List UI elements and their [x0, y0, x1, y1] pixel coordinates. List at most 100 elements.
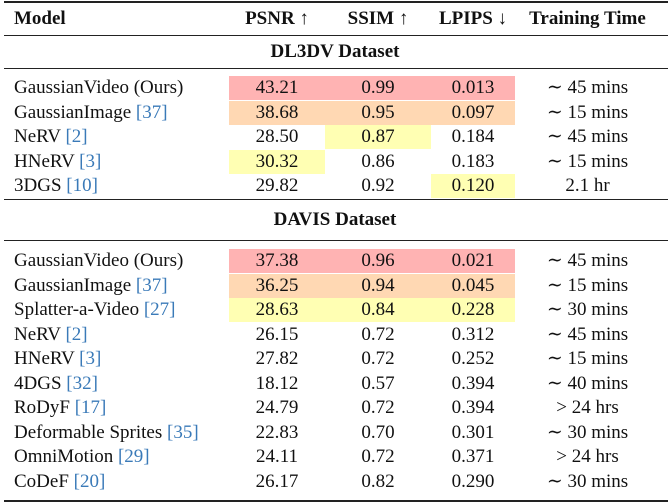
model-name: NeRV [2]: [14, 323, 229, 347]
model-label: Splatter-a-Video: [14, 299, 144, 320]
lpips-value: 0.394: [451, 372, 495, 394]
section-title-davis: DAVIS Dataset: [273, 209, 397, 230]
psnr-value: 27.82: [255, 348, 299, 369]
model-name: HNeRV [3]: [14, 347, 229, 371]
model-label: HNeRV: [14, 150, 80, 172]
lpips-value: 0.252: [451, 348, 495, 369]
ssim-value: 0.87: [325, 125, 431, 149]
table-row: RoDyF [17] 24.79 0.72 0.394 > 24 hrs: [0, 396, 670, 420]
ssim-value: 0.84: [325, 298, 431, 322]
table-row: 4DGS [32] 18.12 0.57 0.394 ∼ 40 mins: [0, 372, 670, 396]
psnr-value: 36.25: [229, 273, 325, 298]
model-label: CoDeF: [14, 470, 74, 492]
time-value: ∼ 15 mins: [546, 274, 629, 296]
lpips-value: 0.290: [451, 470, 495, 492]
header-lpips: LPIPS ↓: [438, 8, 508, 29]
table-row: NeRV [2] 26.15 0.72 0.312 ∼ 45 mins: [0, 323, 670, 347]
citation-link[interactable]: [29]: [117, 446, 150, 467]
model-name: Splatter-a-Video [27]: [14, 298, 229, 322]
citation-link[interactable]: [17]: [74, 397, 107, 418]
ssim-value: 0.86: [361, 150, 395, 172]
ssim-value: 0.96: [325, 249, 431, 273]
psnr-value: 26.15: [255, 323, 299, 345]
model-name: CoDeF [20]: [14, 470, 229, 494]
model-label: OmniMotion: [14, 446, 118, 467]
citation-link[interactable]: [32]: [66, 372, 98, 394]
table-row: Splatter-a-Video [27] 28.63 0.84 0.228 ∼ 30 …: [0, 298, 670, 322]
lpips-value: 0.045: [431, 273, 515, 298]
psnr-value: 26.17: [255, 470, 299, 492]
citation-link[interactable]: [37]: [135, 274, 168, 296]
model-name: Deformable Sprites [35]: [14, 421, 229, 445]
citation-link[interactable]: [20]: [73, 470, 106, 492]
lpips-value: 0.097: [431, 100, 515, 125]
top-rule: [4, 1, 668, 3]
psnr-value: 30.32: [229, 149, 325, 174]
model-label: HNeRV: [14, 348, 80, 369]
model-label: GaussianImage: [14, 274, 136, 296]
model-name: RoDyF [17]: [14, 396, 229, 420]
time-value: ∼ 40 mins: [546, 372, 629, 394]
time-value: ∼ 30 mins: [546, 299, 629, 320]
lpips-value: 0.394: [451, 397, 495, 418]
header-ssim: SSIM ↑: [347, 8, 409, 29]
model-name: GaussianImage [37]: [14, 274, 229, 298]
ssim-value: 0.94: [325, 273, 431, 298]
table-row: GaussianImage [37] 38.68 0.95 0.097 ∼ 15 min…: [0, 100, 670, 125]
model-name: OmniMotion [29]: [14, 445, 229, 469]
table-row: HNeRV [3] 30.32 0.86 0.183 ∼ 15 mins: [0, 149, 670, 174]
model-name: NeRV [2]: [14, 125, 229, 149]
psnr-value: 22.83: [255, 421, 299, 443]
model-label: NeRV: [14, 126, 66, 147]
table-row: CoDeF [20] 26.17 0.82 0.290 ∼ 30 mins: [0, 470, 670, 494]
table-row: NeRV [2] 28.50 0.87 0.184 ∼ 45 mins: [0, 125, 670, 149]
citation-link[interactable]: [37]: [135, 101, 168, 123]
citation-link[interactable]: [2]: [65, 323, 88, 345]
lpips-value: 0.013: [431, 76, 515, 100]
table-row: GaussianImage [37] 36.25 0.94 0.045 ∼ 15 min…: [0, 273, 670, 298]
model-label: NeRV: [14, 323, 66, 345]
ssim-value: 0.95: [325, 100, 431, 125]
bottom-rule: [4, 500, 668, 502]
lpips-value: 0.184: [451, 126, 495, 147]
section-end-rule-dl3dv: [4, 199, 668, 200]
model-name: 3DGS [10]: [14, 174, 229, 198]
time-value: 2.1 hr: [565, 175, 610, 196]
section-rule-dl3dv: [4, 68, 668, 69]
time-value: > 24 hrs: [556, 446, 619, 467]
citation-link[interactable]: [3]: [79, 150, 102, 172]
lpips-value: 0.021: [431, 249, 515, 273]
header-model: Model: [14, 8, 66, 29]
lpips-value: 0.312: [451, 323, 495, 345]
ssim-value: 0.99: [325, 76, 431, 100]
citation-link[interactable]: [35]: [167, 421, 199, 443]
psnr-value: 29.82: [255, 175, 299, 196]
psnr-value: 24.79: [255, 397, 299, 418]
lpips-value: 0.301: [451, 421, 495, 443]
model-label: 4DGS: [14, 372, 67, 394]
model-label: GaussianImage: [14, 101, 136, 123]
model-label: GaussianVideo (Ours): [14, 250, 184, 271]
time-value: ∼ 30 mins: [546, 470, 629, 492]
psnr-value: 28.50: [255, 126, 299, 147]
lpips-value: 0.371: [451, 446, 495, 467]
lpips-value: 0.120: [431, 174, 515, 198]
section-title-dl3dv: DL3DV Dataset: [270, 41, 400, 62]
section-rule-davis: [4, 240, 668, 241]
citation-link[interactable]: [10]: [66, 175, 98, 196]
ssim-value: 0.92: [361, 175, 395, 196]
citation-link[interactable]: [3]: [79, 348, 102, 369]
ssim-value: 0.72: [361, 397, 395, 418]
psnr-value: 38.68: [229, 100, 325, 125]
model-name: GaussianImage [37]: [14, 101, 229, 125]
time-value: ∼ 15 mins: [546, 101, 629, 123]
citation-link[interactable]: [27]: [143, 299, 176, 320]
citation-link[interactable]: [2]: [65, 126, 88, 147]
psnr-value: 37.38: [229, 249, 325, 273]
ssim-value: 0.82: [361, 470, 395, 492]
psnr-value: 43.21: [229, 76, 325, 100]
table-row: GaussianVideo (Ours) 37.38 0.96 0.021 ∼ 45 m…: [0, 249, 670, 273]
ssim-value: 0.70: [361, 421, 395, 443]
time-value: ∼ 30 mins: [546, 421, 629, 443]
ssim-value: 0.72: [361, 323, 395, 345]
